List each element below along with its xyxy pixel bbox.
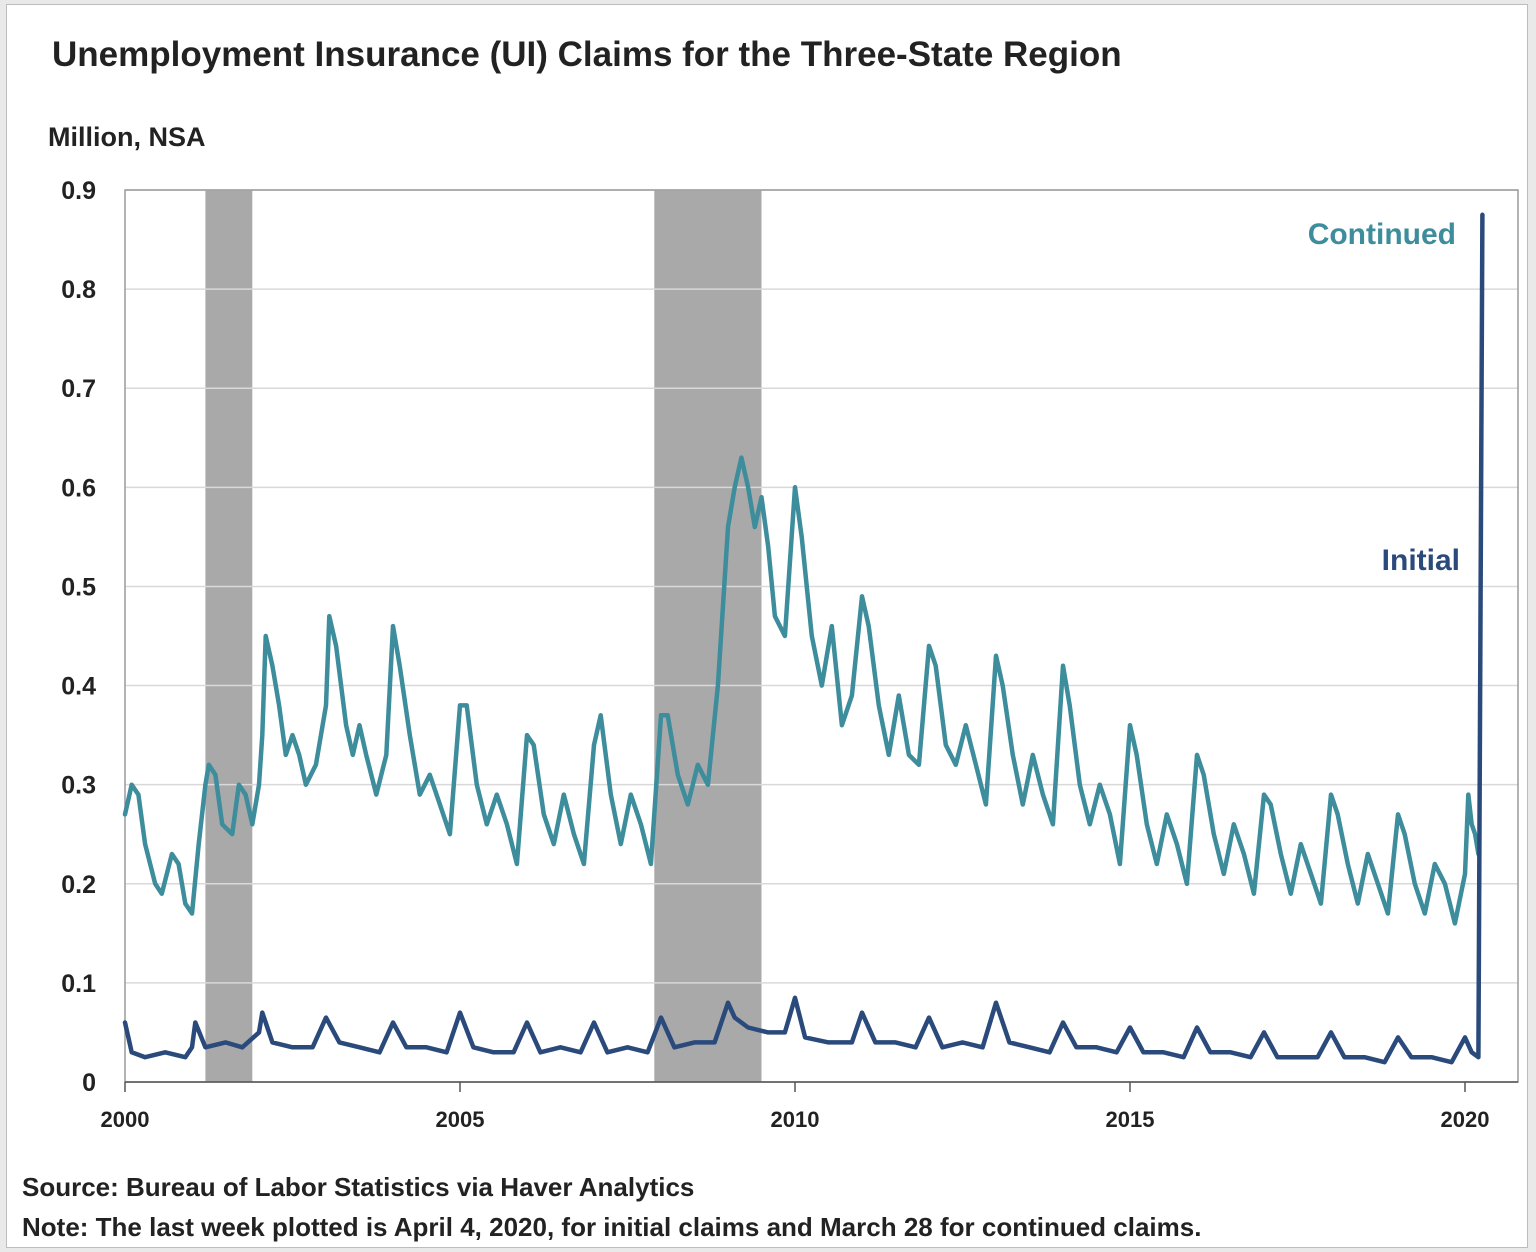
y-tick-label-0: 0 [82, 1069, 96, 1097]
recession-band-1 [205, 190, 253, 1082]
y-tick-label-4: 0.4 [61, 673, 96, 701]
x-tick-label-2: 2010 [771, 1107, 820, 1132]
y-tick-label-1: 0.1 [61, 970, 96, 998]
series-line-initial [122, 212, 1485, 1065]
y-tick-label-7: 0.7 [61, 375, 96, 403]
y-tick-label-8: 0.8 [61, 276, 96, 304]
recession-band-2 [654, 190, 762, 1082]
y-axis-label: Million, NSA [48, 122, 206, 152]
y-tick-label-3: 0.3 [61, 772, 96, 800]
chart-frame [6, 4, 1528, 1248]
y-tick-label-2: 0.2 [61, 871, 96, 899]
x-tick-label-0: 2000 [101, 1107, 150, 1132]
last-week-note: Note: The last week plotted is April 4, … [22, 1212, 1201, 1242]
x-axis-ticks: 2000 2005 2010 2015 2020 [101, 1082, 1490, 1132]
x-tick-label-3: 2015 [1106, 1107, 1155, 1132]
recession-shading [205, 190, 762, 1082]
series-lines [122, 212, 1485, 1065]
series-line-continued [122, 455, 1481, 926]
y-tick-label-6: 0.6 [61, 474, 96, 502]
chart-title: Unemployment Insurance (UI) Claims for t… [52, 35, 1122, 74]
y-tick-label-9: 0.9 [61, 177, 96, 205]
source-note: Source: Bureau of Labor Statistics via H… [22, 1172, 694, 1202]
x-tick-label-1: 2005 [436, 1107, 485, 1132]
y-axis-ticks: 0 0.1 0.2 0.3 0.4 0.5 0.6 0.7 0.8 0.9 [61, 177, 96, 1097]
x-tick-label-4: 2020 [1441, 1107, 1490, 1132]
series-label-continued: Continued [1308, 218, 1456, 251]
series-label-initial: Initial [1382, 544, 1460, 577]
y-tick-label-5: 0.5 [61, 573, 96, 601]
